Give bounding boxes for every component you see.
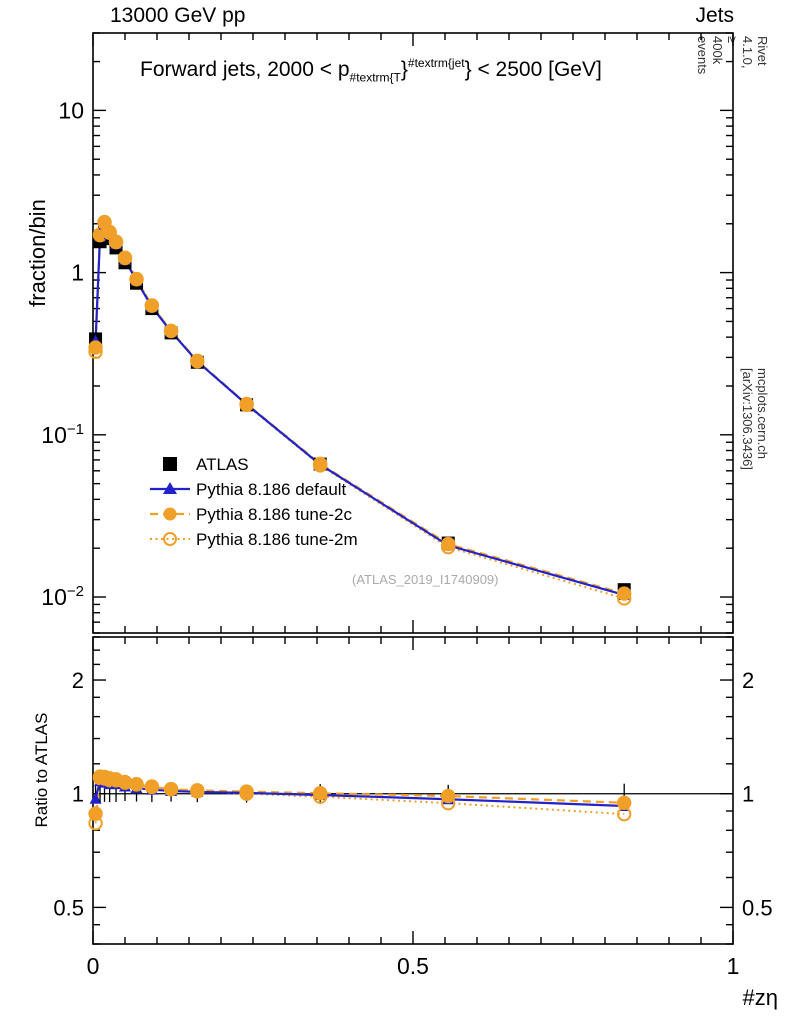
- ratio-tune2c-marker: [313, 786, 328, 801]
- title-mid: }: [400, 58, 408, 81]
- ratio-tune2c-marker: [144, 779, 160, 795]
- plot-title: Forward jets, 2000 < p#textrm{T}#textrm{…: [140, 56, 602, 84]
- curve-tune2c: [94, 219, 625, 595]
- ratio-tune2c-marker: [190, 783, 205, 798]
- tune2c-marker: [163, 323, 179, 339]
- legend-label: Pythia 8.186 tune-2m: [196, 530, 358, 549]
- main-x-ticks: [92, 33, 734, 633]
- ratio-y-tick-label-right: 0.5: [742, 895, 773, 920]
- x-axis-label: #zη: [742, 985, 778, 1010]
- ratio-y-ticks: [93, 636, 733, 945]
- ratio-markers: [88, 769, 632, 831]
- tune2c-marker: [441, 536, 456, 552]
- y-tick-label: 10: [58, 97, 84, 123]
- tune2c-marker: [239, 396, 254, 412]
- tune2c-marker: [108, 234, 124, 250]
- x-tick-labels: 0 0.5 1: [87, 953, 740, 979]
- y-tick-label: 10−1: [41, 421, 84, 448]
- analysis-watermark: (ATLAS_2019_I1740909): [352, 572, 499, 587]
- main-panel-frame: [92, 32, 734, 634]
- header-category: Jets: [695, 4, 734, 27]
- ratio-tune2c-marker: [88, 806, 103, 821]
- ratio-panel-frame: [92, 636, 734, 945]
- legend-atlas-marker: [163, 457, 177, 471]
- x-tick-label: 0: [87, 953, 100, 979]
- y-tick-label: 1: [71, 260, 84, 286]
- legend-item-default: Pythia 8.186 default: [196, 477, 358, 502]
- curve-default: [94, 221, 625, 596]
- legend: ATLAS Pythia 8.186 default Pythia 8.186 …: [196, 452, 358, 552]
- ratio-x-ticks: [92, 637, 734, 944]
- tune2c-marker: [617, 586, 632, 601]
- legend-label: Pythia 8.186 tune-2c: [196, 505, 352, 524]
- legend-item-tune2m: Pythia 8.186 tune-2m: [196, 527, 358, 552]
- header-beam: 13000 GeV pp: [110, 4, 246, 27]
- main-y-ticks: [93, 32, 733, 634]
- x-tick-label: 0.5: [397, 953, 429, 979]
- legend-tune2c-marker: [163, 507, 177, 521]
- ratio-y-tick-label-right: 2: [742, 668, 754, 693]
- legend-label: ATLAS: [196, 455, 249, 474]
- ratio-default-marker: [89, 792, 102, 804]
- tune2c-marker: [88, 340, 103, 355]
- ratio-y-tick-label: 1: [72, 782, 84, 807]
- legend-item-tune2c: Pythia 8.186 tune-2c: [196, 502, 358, 527]
- ratio-y-tick-labels: 2 2 1 1 0.5 0.5: [53, 668, 772, 920]
- ratio-tune2c-marker: [441, 788, 456, 804]
- ratio-y-tick-label-right: 1: [742, 782, 754, 807]
- legend-glyphs: [150, 457, 190, 546]
- legend-item-atlas: ATLAS: [196, 452, 358, 477]
- tune2c-marker: [129, 272, 144, 287]
- title-subscript: #textrm{T: [349, 70, 401, 85]
- main-data-points: [89, 222, 631, 597]
- tune2c-marker: [313, 456, 328, 472]
- title-prefix: Forward jets, 2000 < p: [140, 58, 350, 81]
- tune2c-marker: [144, 298, 160, 313]
- ratio-tune2c-marker: [117, 775, 133, 790]
- y-tick-label: 10−2: [41, 583, 84, 610]
- title-post: } < 2500 [GeV]: [464, 58, 602, 81]
- main-y-tick-labels: 10 1 10−1 10−2: [41, 97, 84, 610]
- x-tick-label: 1: [727, 953, 740, 979]
- legend-tune2m-marker: [163, 532, 177, 546]
- legend-label: Pythia 8.186 default: [196, 480, 347, 499]
- ratio-tune2c-marker: [129, 777, 144, 792]
- ratio-tune2c-marker: [239, 784, 254, 799]
- legend-default-marker: [163, 482, 177, 494]
- main-mc-markers: [88, 214, 632, 606]
- ratio-tune2c-marker: [617, 795, 632, 811]
- title-superscript: #textrm{jet: [407, 56, 465, 70]
- ratio-y-tick-label: 0.5: [53, 895, 84, 920]
- tune2c-marker: [117, 250, 133, 266]
- tune2c-marker: [190, 353, 205, 368]
- ratio-tune2c-marker: [163, 781, 179, 797]
- ratio-y-tick-label: 2: [72, 668, 84, 693]
